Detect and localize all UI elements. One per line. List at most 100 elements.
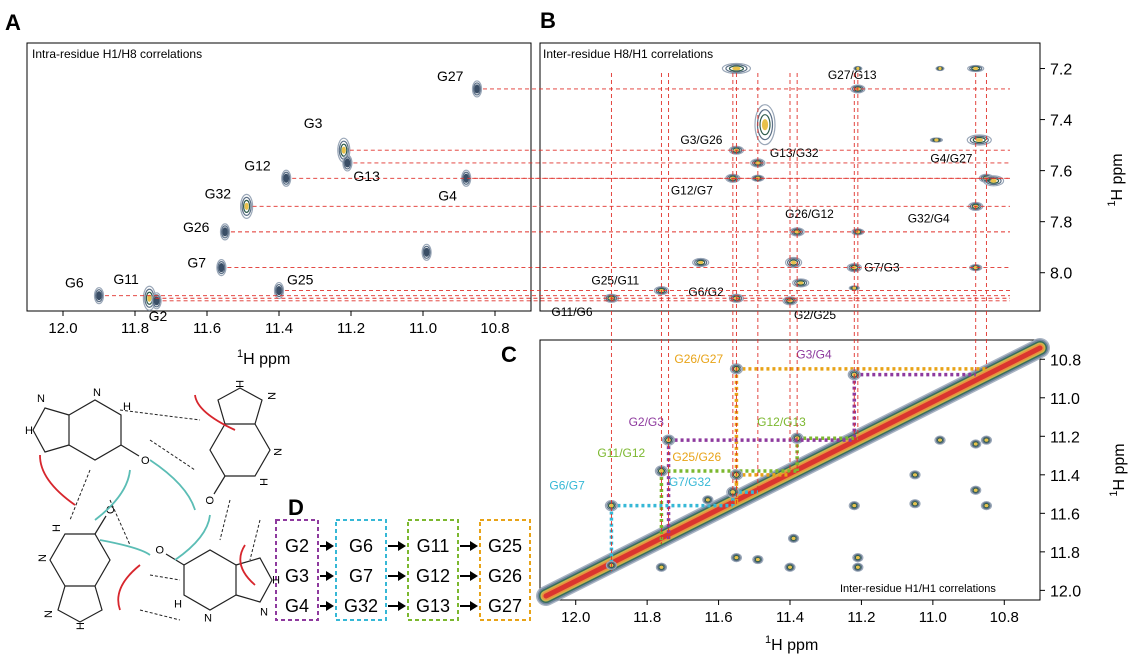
peak-unlabeled	[935, 65, 945, 72]
contour-level	[659, 565, 664, 569]
peak-G2	[151, 292, 162, 310]
contour-level	[854, 555, 861, 561]
contour-level	[761, 119, 769, 131]
peak-label-G2: G2	[149, 308, 168, 324]
six-ring	[68, 399, 122, 461]
contour-level	[851, 503, 858, 509]
crosspeak-unlabeled	[852, 562, 864, 572]
h1-h8-noe-arrow	[117, 564, 141, 611]
contour-level	[970, 439, 982, 449]
contour-level	[849, 502, 859, 510]
contour-level	[856, 556, 860, 560]
contour-level	[910, 471, 920, 479]
residue-G7: G7	[349, 566, 373, 586]
diagonal-band	[543, 345, 1043, 599]
contour-level	[344, 158, 351, 168]
contour-level	[969, 135, 989, 145]
peak-G12	[281, 169, 292, 187]
contour-level	[784, 256, 803, 269]
atom-label: O	[155, 543, 164, 555]
peak-label-G25: G25	[287, 272, 314, 288]
svg-text:1H ppm: 1H ppm	[1106, 153, 1126, 206]
h1-h8-noe-arrow	[239, 544, 256, 586]
panel-c-peaks: G26/G27 G3/G4 G12/G13 G2/G3 G11/G12 G25/G26 G7…	[549, 348, 993, 572]
peak-label-G26: G26	[183, 219, 210, 235]
contour-level	[273, 281, 285, 300]
peak-unlabeled	[692, 257, 710, 268]
atom-label: O	[141, 455, 150, 467]
peak-unlabeled	[966, 134, 992, 146]
contour-level	[222, 227, 228, 237]
six-ring	[209, 423, 271, 477]
carbonyl-bond	[213, 475, 226, 495]
residue-G11: G11	[417, 536, 450, 556]
y-tick-label: 11.2	[1050, 429, 1080, 446]
contour-level	[982, 502, 991, 510]
peak-label-G25/G11: G25/G11	[591, 274, 639, 288]
contour-level	[852, 553, 864, 563]
panel-d-sequential-walk: G2 G3 G4 G6 G7 G32 G11 G12 G13 G25 G26 G27	[275, 519, 531, 621]
atom-label: N	[93, 387, 101, 399]
panel-b-title: Inter-residue H8/H1 correlations	[543, 47, 713, 61]
arrow-head	[398, 541, 406, 551]
x-tick-label: 11.0	[409, 320, 437, 337]
panel-letter-d: D	[288, 495, 304, 520]
contour-level	[788, 565, 792, 569]
panel-a-xlabel: 1H ppm	[237, 348, 290, 368]
panel-letter-a: A	[5, 10, 21, 35]
peak-G25	[273, 281, 285, 300]
x-tick-label: 11.0	[919, 609, 947, 626]
peak-unlabeled	[792, 278, 810, 288]
atom-label: N	[260, 605, 268, 617]
contour-level	[752, 554, 764, 565]
contour-level	[732, 554, 741, 562]
y-tick-label: 10.8	[1050, 352, 1081, 369]
x-tick-label: 11.4	[776, 609, 804, 626]
contour-level	[221, 225, 229, 239]
peak-label-G26/G12: G26/G12	[785, 207, 834, 221]
contour-level	[421, 243, 432, 261]
contour-level	[732, 365, 741, 372]
peak-label-G11/G6: G11/G6	[551, 305, 592, 319]
crosspeak-unlabeled	[909, 470, 921, 480]
peak-label-G4/G27: G4/G27	[930, 151, 972, 165]
crosspeak-unlabeled	[702, 495, 714, 505]
atom-label: N	[37, 393, 45, 405]
contour-level	[983, 503, 990, 509]
contour-level	[657, 563, 666, 571]
guanine-base: O N H N H	[203, 380, 283, 505]
crosspeak-label-G6/G7: G6/G7	[549, 479, 585, 493]
x-tick-label: 12.0	[48, 320, 77, 337]
atom-label: N	[204, 611, 212, 623]
residue-G4: G4	[285, 596, 309, 616]
contour-level	[96, 291, 102, 301]
peak-label-G27/G13: G27/G13	[828, 68, 877, 82]
contour-level	[913, 502, 917, 506]
peak-label-G4: G4	[438, 187, 457, 203]
panel-c-title: Inter-residue H1/H1 correlations	[840, 583, 996, 595]
y-tick-label: 8.0	[1050, 266, 1072, 283]
panel-c-diagonal	[536, 338, 1050, 606]
hydrogen-bond	[69, 469, 91, 521]
contour-level	[704, 497, 711, 503]
contour-level	[909, 470, 921, 480]
contour-level	[753, 555, 763, 564]
panel-b-y-axis: 7.2 7.4 7.6 7.8 8.0	[1040, 62, 1072, 283]
panel-c-xlabel: 1H ppm	[765, 634, 818, 654]
contour-level	[980, 501, 993, 511]
hydrogen-bond	[249, 519, 261, 561]
crosspeak-unlabeled	[787, 533, 800, 543]
guanine-base: O N H N H	[155, 543, 280, 623]
contour-level	[93, 287, 105, 305]
carbonyl-bond	[120, 444, 140, 457]
contour-level	[694, 258, 708, 267]
contour-level	[658, 564, 665, 570]
x-tick-label: 11.6	[193, 320, 221, 337]
x-tick-label: 11.6	[705, 609, 733, 626]
crosspeak-label-G7/G32: G7/G32	[669, 475, 711, 489]
contour-level	[909, 499, 921, 509]
atom-label: O	[203, 496, 215, 505]
atom-label: H	[257, 478, 269, 486]
panel-letter-c: C	[501, 342, 517, 367]
g-quartet-structure: O N H N H O N H N H O N H N H O N H N H	[25, 380, 283, 630]
